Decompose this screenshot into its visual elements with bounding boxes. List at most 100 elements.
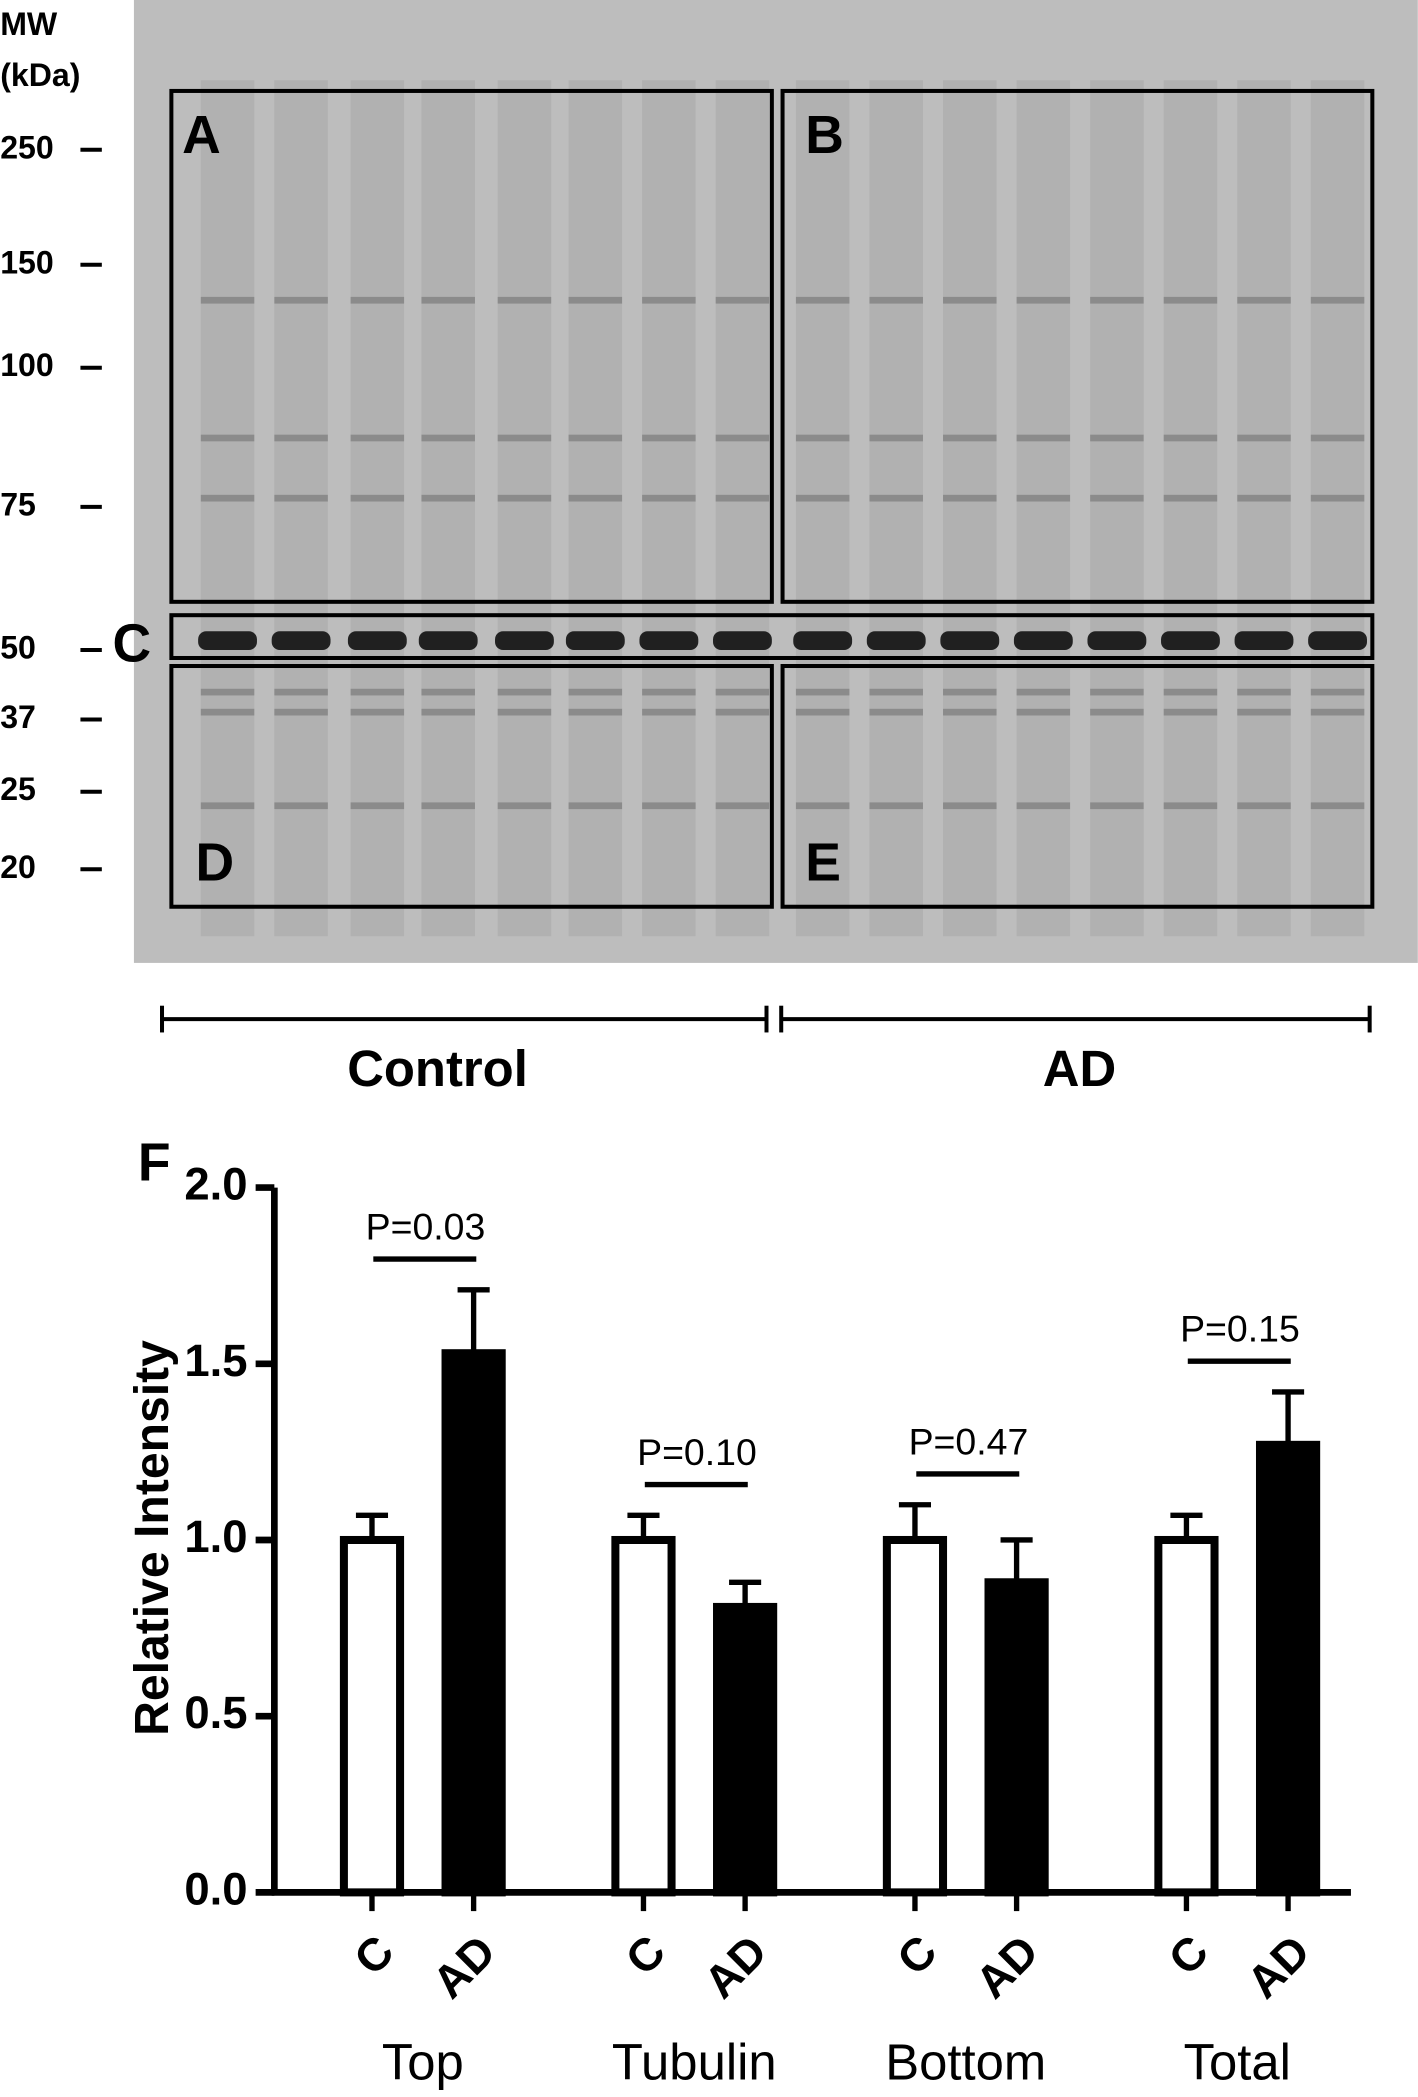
band bbox=[1090, 296, 1144, 304]
band bbox=[1237, 434, 1291, 442]
band bbox=[715, 494, 770, 502]
band bbox=[1016, 494, 1071, 502]
band bbox=[943, 494, 997, 502]
band bbox=[497, 296, 552, 304]
band bbox=[271, 631, 331, 650]
band bbox=[1163, 708, 1218, 716]
bar bbox=[1255, 1440, 1321, 1897]
box-e bbox=[780, 664, 1375, 909]
band bbox=[1090, 494, 1144, 502]
mw-label: 25 bbox=[0, 771, 36, 807]
band bbox=[350, 296, 405, 304]
band bbox=[568, 434, 623, 442]
group-brackets bbox=[160, 1005, 1372, 1033]
band bbox=[943, 688, 997, 696]
band bbox=[1237, 802, 1291, 810]
band bbox=[1310, 296, 1365, 304]
band bbox=[200, 296, 255, 304]
band bbox=[1163, 434, 1218, 442]
band bbox=[274, 802, 328, 810]
bar bbox=[882, 1535, 948, 1897]
lane bbox=[795, 80, 850, 937]
band bbox=[1310, 802, 1365, 810]
band bbox=[642, 688, 696, 696]
mw-label: 20 bbox=[0, 849, 36, 885]
lane bbox=[715, 80, 770, 937]
band bbox=[1163, 802, 1218, 810]
y-tick-label: 0.0 bbox=[184, 1863, 247, 1914]
band bbox=[943, 296, 997, 304]
band bbox=[565, 631, 625, 650]
band bbox=[568, 688, 623, 696]
x-tick-label: Bottom bbox=[885, 2034, 1046, 2091]
band bbox=[421, 802, 475, 810]
band bbox=[568, 708, 623, 716]
band bbox=[1234, 631, 1294, 650]
band bbox=[497, 688, 552, 696]
band bbox=[200, 688, 255, 696]
box-c bbox=[169, 613, 1375, 660]
panel-letters: A B C D E bbox=[113, 106, 844, 893]
bar-label: C bbox=[344, 1925, 403, 1984]
band bbox=[795, 708, 850, 716]
band bbox=[869, 708, 923, 716]
band bbox=[421, 494, 475, 502]
lane bbox=[1090, 80, 1144, 937]
band bbox=[497, 708, 552, 716]
bar-label: AD bbox=[694, 1925, 777, 2008]
band bbox=[568, 494, 623, 502]
band bbox=[642, 296, 696, 304]
band bbox=[1090, 708, 1144, 716]
lane bbox=[1016, 80, 1071, 937]
band bbox=[350, 494, 405, 502]
band bbox=[795, 688, 850, 696]
lane bbox=[497, 80, 552, 937]
y-tick-label: 0.5 bbox=[184, 1687, 247, 1738]
x-tick-label: Tubulin bbox=[612, 2034, 777, 2091]
panel-letter: C bbox=[113, 614, 152, 673]
band bbox=[1237, 708, 1291, 716]
mw-label: 250 bbox=[0, 129, 54, 165]
band bbox=[1310, 434, 1365, 442]
band bbox=[642, 802, 696, 810]
p-value: P=0.10 bbox=[637, 1431, 757, 1473]
mw-label: 100 bbox=[0, 347, 54, 383]
band bbox=[1237, 296, 1291, 304]
band bbox=[1310, 708, 1365, 716]
band bbox=[642, 434, 696, 442]
x-tick-label: Total bbox=[1184, 2034, 1291, 2091]
band bbox=[421, 688, 475, 696]
p-value: P=0.03 bbox=[366, 1205, 486, 1247]
band bbox=[1310, 494, 1365, 502]
band bbox=[1087, 631, 1147, 650]
band bbox=[715, 708, 770, 716]
band bbox=[1016, 688, 1071, 696]
band bbox=[200, 802, 255, 810]
band bbox=[940, 631, 1000, 650]
band bbox=[1163, 688, 1218, 696]
bar-label: C bbox=[887, 1925, 946, 1984]
bar-label: AD bbox=[423, 1925, 506, 2008]
band bbox=[418, 631, 478, 650]
bar-label: AD bbox=[1237, 1925, 1320, 2008]
band bbox=[642, 708, 696, 716]
bar bbox=[441, 1349, 506, 1897]
band bbox=[715, 802, 770, 810]
bar-label: C bbox=[1159, 1925, 1218, 1984]
box-d bbox=[169, 664, 774, 909]
band bbox=[1163, 296, 1218, 304]
y-tick-label: 1.0 bbox=[184, 1511, 247, 1562]
band bbox=[869, 296, 923, 304]
band bbox=[497, 494, 552, 502]
panel-letter: F bbox=[138, 1133, 171, 1192]
band bbox=[568, 802, 623, 810]
bar bbox=[339, 1535, 405, 1897]
lane bbox=[1310, 80, 1365, 937]
band bbox=[1016, 708, 1071, 716]
y-tick-label: 2.0 bbox=[184, 1159, 247, 1210]
lane bbox=[568, 80, 623, 937]
lane bbox=[1237, 80, 1291, 937]
mw-label: 150 bbox=[0, 244, 54, 280]
